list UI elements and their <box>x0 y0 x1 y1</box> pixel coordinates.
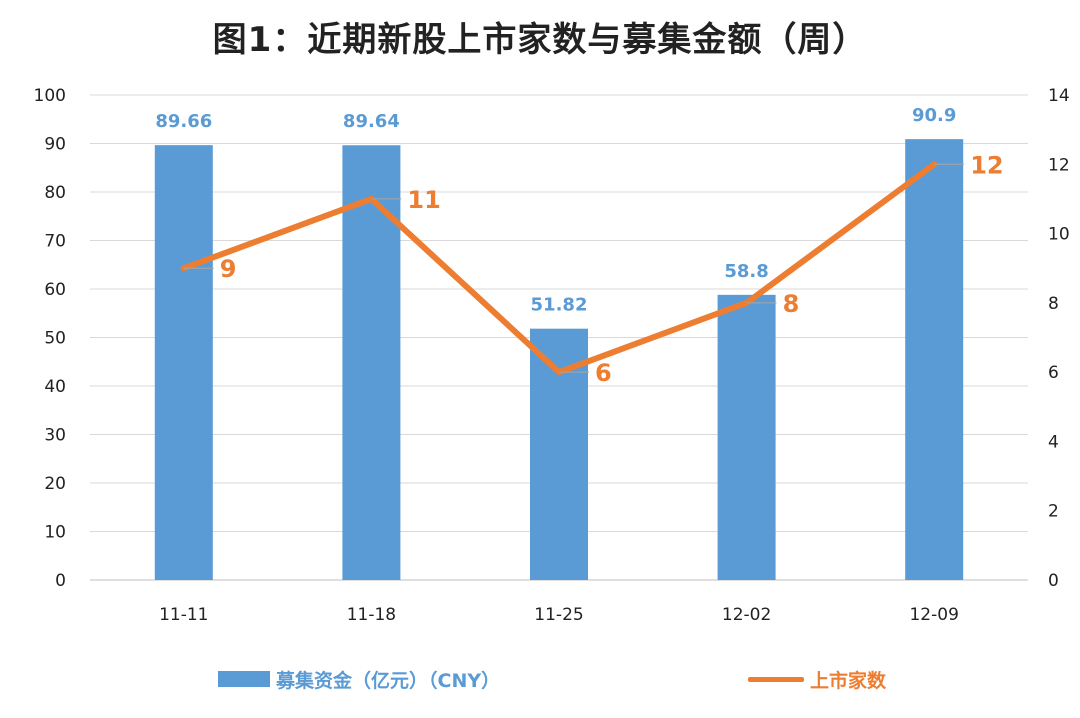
bar <box>717 294 776 580</box>
legend-label-funds: 募集资金（亿元）（CNY） <box>276 669 501 692</box>
y-right-tick-label: 14 <box>1048 86 1070 106</box>
y-right-tick-label: 4 <box>1048 432 1059 452</box>
y-right-tick-label: 12 <box>1048 155 1070 175</box>
bar <box>154 145 213 581</box>
y-left-tick-label: 40 <box>44 377 66 397</box>
legend-bar-swatch <box>218 671 270 687</box>
legend-item-count: 上市家数 <box>748 664 886 694</box>
y-left-tick-label: 70 <box>44 232 66 252</box>
y-right-tick-label: 8 <box>1048 294 1059 314</box>
x-tick-label: 11-11 <box>159 605 208 625</box>
line-value-label: 11 <box>407 186 440 214</box>
y-left-tick-label: 80 <box>44 183 66 203</box>
y-right-tick-label: 10 <box>1048 225 1070 245</box>
y-right-tick-label: 6 <box>1048 363 1059 383</box>
line-value-label: 8 <box>783 290 800 318</box>
y-left-tick-label: 0 <box>55 571 66 591</box>
data-labels: 89.66 89.64 51.82 58.8 90.9 9 11 6 8 12 <box>155 105 1003 387</box>
bar-series <box>154 139 964 581</box>
bar-value-label: 90.9 <box>912 105 956 126</box>
y-left-tick-label: 60 <box>44 280 66 300</box>
bar <box>342 145 401 580</box>
x-tick-label: 11-18 <box>347 605 396 625</box>
y-left-tick-label: 10 <box>44 523 66 543</box>
x-tick-label: 12-02 <box>722 605 771 625</box>
y-right-tick-label: 2 <box>1048 502 1059 522</box>
bar-value-label: 58.8 <box>724 261 768 282</box>
x-tick-label: 12-09 <box>909 605 958 625</box>
legend-label-count: 上市家数 <box>810 669 887 692</box>
y-left-tick-label: 20 <box>44 474 66 494</box>
y-left-tick-label: 50 <box>44 329 66 349</box>
y-left-tick-label: 100 <box>34 86 66 106</box>
chart-title: 图1：近期新股上市家数与募集金额（周） <box>212 20 868 60</box>
line-value-label: 12 <box>970 151 1003 179</box>
bar <box>905 139 964 580</box>
line-value-label: 6 <box>595 359 612 387</box>
x-tick-label: 11-25 <box>534 605 583 625</box>
legend-line-swatch <box>748 676 804 682</box>
bar-value-label: 89.66 <box>155 111 212 132</box>
bar-value-label: 89.64 <box>343 111 400 132</box>
y-left-tick-label: 90 <box>44 135 66 155</box>
y-right-tick-label: 0 <box>1048 571 1059 591</box>
bar-value-label: 51.82 <box>531 295 588 316</box>
line-value-label: 9 <box>220 255 237 283</box>
legend-item-funds: 募集资金（亿元）（CNY） <box>218 664 500 694</box>
y-left-tick-label: 30 <box>44 426 66 446</box>
axes: 0 10 20 30 40 50 60 70 80 90 100 0 2 4 6 8 10 12 14 11-11 11… <box>34 86 1070 625</box>
